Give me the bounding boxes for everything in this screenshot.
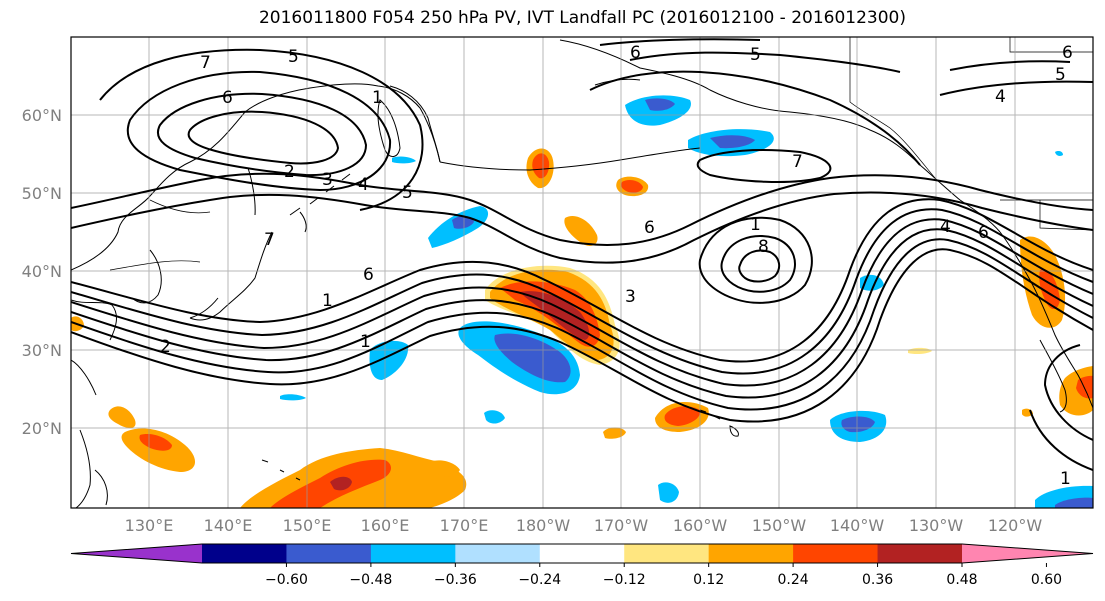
colorbar-segment	[286, 544, 372, 563]
colorbar-segment	[370, 544, 456, 563]
longitude-labels: 130°E 140°E 150°E 160°E 170°E 180°W 170°…	[125, 516, 1043, 535]
pv-negative-region	[452, 215, 474, 229]
lon-label: 140°W	[830, 516, 885, 535]
colorbar-segment	[455, 544, 541, 563]
lon-label: 160°E	[361, 516, 410, 535]
contour-label: 6	[978, 223, 989, 243]
contour-label: 7	[792, 152, 803, 172]
colorbar-tick-label: 0.60	[1031, 572, 1062, 588]
pv-positive-region	[603, 427, 626, 439]
pv-positive-region	[430, 460, 460, 477]
contour-label: 5	[1055, 65, 1066, 85]
contour-label: 1	[1060, 469, 1071, 489]
contour-label: 6	[363, 265, 374, 285]
pv-negative-region	[484, 410, 505, 424]
pv-positive-region	[330, 476, 352, 491]
lat-label: 60°N	[22, 106, 62, 125]
colorbar-tick-label: −0.12	[603, 572, 646, 588]
colorbar-segment	[708, 544, 794, 563]
pv-positive-region	[908, 347, 932, 355]
colorbar-tick-label: −0.24	[518, 572, 561, 588]
contour-label: 5	[288, 47, 299, 67]
pv-shading	[71, 95, 1093, 508]
lon-label: 120°W	[988, 516, 1043, 535]
contour-label: 6	[222, 88, 233, 108]
lat-label: 50°N	[22, 184, 62, 203]
colorbar-extend-min	[71, 544, 202, 563]
contour-label: 5	[402, 183, 413, 203]
pv-positive-region	[108, 406, 136, 429]
contour-label: 2	[284, 162, 295, 182]
contour-label: 3	[322, 170, 333, 190]
pv-negative-region	[1055, 497, 1093, 508]
gridlines	[71, 37, 1093, 508]
lat-label: 30°N	[22, 341, 62, 360]
map-frame	[70, 36, 1094, 509]
pv-negative-region	[645, 98, 675, 111]
contour-label: 1	[322, 291, 333, 311]
ivt-contours	[71, 38, 1093, 471]
colorbar-tick-label: 0.24	[778, 572, 809, 588]
contour-label: 1	[750, 215, 761, 235]
pv-negative-region	[494, 333, 571, 383]
lon-label: 130°E	[125, 516, 174, 535]
colorbar-segment	[202, 544, 287, 563]
lat-label: 40°N	[22, 262, 62, 281]
colorbar-tick-label: 0.36	[862, 572, 893, 588]
contour-label: 6	[630, 43, 641, 63]
colorbar-segment	[793, 544, 879, 563]
lat-label: 20°N	[22, 419, 62, 438]
colorbar-outline	[70, 543, 1094, 564]
pv-negative-region	[392, 156, 416, 164]
colorbar-tick-label: 0.12	[693, 572, 724, 588]
contour-label: 4	[995, 87, 1006, 107]
lon-label: 150°E	[283, 516, 332, 535]
colorbar-segment	[624, 544, 710, 563]
colorbar-tick-label: −0.60	[265, 572, 308, 588]
colorbar-segment	[539, 544, 625, 563]
pv-negative-region	[710, 135, 755, 149]
lon-label: 130°W	[909, 516, 964, 535]
contour-label: 4	[940, 217, 951, 237]
lon-label: 170°E	[440, 516, 489, 535]
contour-label: 3	[625, 287, 636, 307]
lon-label: 180°W	[516, 516, 571, 535]
contour-label: 6	[644, 218, 655, 238]
colorbar-tick-label: −0.36	[434, 572, 477, 588]
colorbar: −0.60 −0.48 −0.36 −0.24 −0.12 0.12 0.24 0.36 0.4…	[70, 543, 1094, 588]
pv-positive-region	[621, 179, 643, 193]
pv-negative-region	[280, 394, 306, 401]
pv-positive-region	[664, 406, 701, 426]
lon-label: 160°W	[673, 516, 728, 535]
figure-title: 2016011800 F054 250 hPa PV, IVT Landfall…	[258, 8, 906, 28]
pv-positive-region	[270, 459, 392, 508]
contour-label: 8	[758, 237, 769, 257]
contour-label: 7	[200, 53, 211, 73]
contour-label: 2	[160, 337, 171, 357]
colorbar-tick-label: −0.48	[349, 572, 392, 588]
lon-label: 170°W	[594, 516, 649, 535]
contour-label: 4	[358, 175, 369, 195]
contour-label: 6	[1062, 43, 1073, 63]
pv-positive-region	[139, 434, 172, 451]
pv-negative-region	[1055, 151, 1063, 156]
contour-label: 1	[372, 88, 383, 108]
latitude-labels: 60°N 50°N 40°N 30°N 20°N	[22, 106, 62, 438]
pv-positive-region	[564, 215, 598, 246]
contour-label: 1	[360, 332, 371, 352]
contour-label: 7	[264, 230, 275, 250]
lon-label: 150°W	[752, 516, 807, 535]
colorbar-segment	[877, 544, 963, 563]
colorbar-tick-label: 0.48	[946, 572, 977, 588]
lon-label: 140°E	[204, 516, 253, 535]
colorbar-extend-max	[962, 544, 1093, 563]
contour-label: 5	[750, 45, 761, 65]
pv-negative-region	[658, 482, 679, 503]
map-content: 7 6 5 1 2 3 4 5 6 5 6 5 4 7 1 8 6 4 1 6 …	[71, 37, 1093, 508]
contour-labels: 7 6 5 1 2 3 4 5 6 5 6 5 4 7 1 8 6 4 1 6 …	[160, 43, 1073, 489]
pv-positive-region	[532, 153, 550, 179]
